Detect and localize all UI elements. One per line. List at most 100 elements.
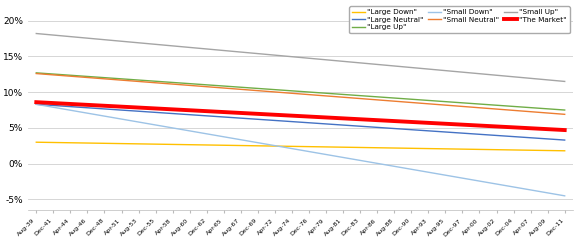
"Small Neutral": [67, 75, 74, 78]
"Small Down": [118, 118, 125, 120]
"The Market": [203, 110, 210, 113]
"Small Neutral": [237, 88, 244, 91]
"Small Up": [391, 65, 397, 67]
"Large Neutral": [203, 114, 210, 117]
"Large Neutral": [84, 106, 91, 109]
"Large Neutral": [357, 125, 363, 128]
"Small Down": [101, 115, 108, 118]
"Small Neutral": [305, 93, 312, 96]
"Large Down": [340, 146, 347, 149]
"Small Down": [527, 188, 534, 191]
"Small Neutral": [340, 96, 347, 99]
"Small Neutral": [357, 97, 363, 100]
"Large Down": [84, 142, 91, 144]
"Small Neutral": [152, 81, 159, 84]
"Small Down": [459, 177, 466, 180]
"Small Neutral": [442, 104, 449, 107]
"The Market": [50, 102, 57, 104]
"Small Neutral": [527, 110, 534, 113]
"Large Up": [255, 87, 262, 90]
"The Market": [425, 121, 432, 124]
"Large Up": [459, 101, 466, 104]
"Large Neutral": [186, 113, 193, 116]
"The Market": [340, 117, 347, 120]
"Small Neutral": [425, 102, 432, 105]
"Small Up": [305, 57, 312, 60]
"Large Neutral": [527, 136, 534, 139]
"Small Up": [186, 46, 193, 49]
"Small Up": [374, 63, 381, 66]
"Small Down": [374, 162, 381, 165]
"Large Up": [391, 96, 397, 99]
"Large Neutral": [271, 119, 278, 122]
"The Market": [493, 125, 500, 128]
"Large Up": [203, 84, 210, 86]
"Small Down": [510, 186, 517, 188]
"Small Down": [305, 150, 312, 153]
"Small Up": [493, 74, 500, 77]
"The Market": [186, 109, 193, 112]
Legend: "Large Down", "Large Neutral", "Large Up", "Small Down", "Small Neutral", "Small: "Large Down", "Large Neutral", "Large Up…: [350, 6, 570, 33]
"The Market": [237, 112, 244, 114]
"Large Down": [408, 147, 415, 150]
"Large Down": [323, 145, 329, 148]
"Large Neutral": [118, 109, 125, 112]
"Large Up": [84, 75, 91, 78]
"Small Down": [50, 106, 57, 109]
"Large Down": [442, 147, 449, 150]
"The Market": [33, 101, 40, 104]
"Large Up": [305, 91, 312, 94]
"Large Down": [101, 142, 108, 145]
"Large Neutral": [544, 138, 551, 140]
"Small Up": [237, 51, 244, 54]
"Small Down": [255, 141, 262, 144]
"Large Up": [118, 78, 125, 80]
"Large Up": [50, 73, 57, 76]
"Small Down": [442, 174, 449, 177]
"Small Up": [289, 55, 295, 58]
"Small Neutral": [391, 100, 397, 103]
"The Market": [442, 122, 449, 125]
"Large Up": [237, 86, 244, 89]
"Large Up": [33, 72, 40, 74]
"Large Neutral": [221, 115, 228, 118]
"Large Down": [67, 141, 74, 144]
"Small Up": [101, 38, 108, 41]
"Small Neutral": [169, 83, 176, 85]
"Large Neutral": [237, 117, 244, 120]
"Large Down": [237, 144, 244, 147]
"Large Neutral": [101, 108, 108, 110]
"The Market": [305, 115, 312, 118]
"Large Neutral": [169, 112, 176, 115]
"The Market": [135, 106, 142, 109]
"Large Down": [186, 143, 193, 146]
"Small Up": [340, 60, 347, 63]
"Large Down": [510, 149, 517, 151]
"Large Up": [408, 98, 415, 101]
"Large Up": [510, 105, 517, 108]
"Small Down": [476, 180, 483, 182]
"Large Down": [425, 147, 432, 150]
"Large Down": [305, 145, 312, 148]
"The Market": [374, 119, 381, 122]
"Large Up": [561, 108, 568, 111]
"Small Down": [340, 156, 347, 159]
"Large Up": [425, 99, 432, 102]
"Large Neutral": [50, 104, 57, 107]
"Large Down": [289, 145, 295, 148]
"Small Up": [408, 66, 415, 69]
"Small Neutral": [101, 77, 108, 80]
"Small Up": [357, 61, 363, 64]
"Small Neutral": [510, 109, 517, 112]
"The Market": [408, 120, 415, 123]
"The Market": [67, 102, 74, 105]
"Large Neutral": [67, 105, 74, 108]
"Small Neutral": [408, 101, 415, 104]
"Small Down": [203, 132, 210, 135]
"The Market": [323, 116, 329, 119]
"Small Neutral": [323, 95, 329, 97]
"Large Down": [118, 142, 125, 145]
"Small Neutral": [50, 73, 57, 76]
"Small Neutral": [221, 87, 228, 90]
"Large Down": [271, 145, 278, 148]
